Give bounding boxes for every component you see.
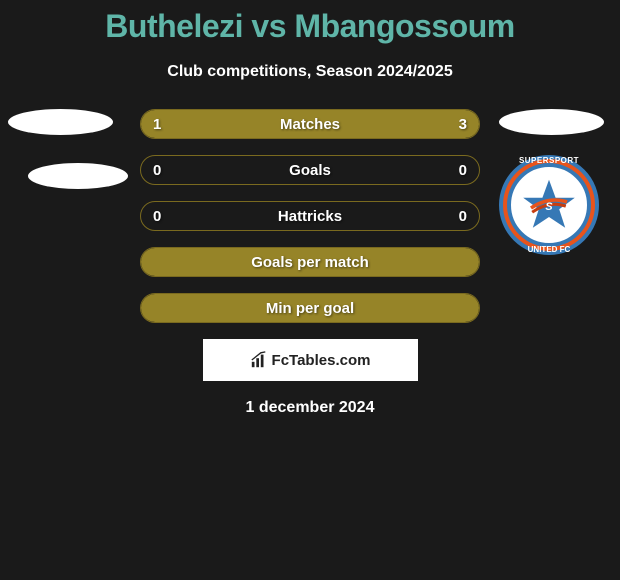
stat-bar-row: 0Goals0 <box>140 155 480 185</box>
date-label: 1 december 2024 <box>0 399 620 417</box>
fctables-attribution: FcTables.com <box>203 339 418 381</box>
stat-bar-row: Min per goal <box>140 293 480 323</box>
stat-bars-container: 1Matches30Goals00Hattricks0Goals per mat… <box>140 109 480 323</box>
badge-star-icon: S <box>511 167 587 243</box>
stat-bar-row: Goals per match <box>140 247 480 277</box>
bar-label: Goals per match <box>141 254 479 271</box>
badge-text-top: SUPERSPORT <box>511 156 587 165</box>
fctables-label: FcTables.com <box>272 352 371 369</box>
bar-label: Goals <box>141 162 479 179</box>
bar-right-value: 3 <box>459 116 467 133</box>
bar-label: Hattricks <box>141 208 479 225</box>
page-title: Buthelezi vs Mbangossoum <box>0 0 620 45</box>
right-player-photo-placeholder <box>499 109 604 135</box>
badge-text-bottom: UNITED FC <box>511 245 587 254</box>
bar-right-value: 0 <box>459 162 467 179</box>
club-badge: SUPERSPORT S UNITED FC <box>499 155 599 255</box>
right-player-placeholder-group: SUPERSPORT S UNITED FC <box>499 109 604 255</box>
bar-label: Matches <box>141 116 479 133</box>
left-player-placeholder-group <box>8 109 128 217</box>
left-player-club-placeholder <box>28 163 128 189</box>
left-player-photo-placeholder <box>8 109 113 135</box>
stat-bar-row: 0Hattricks0 <box>140 201 480 231</box>
page-subtitle: Club competitions, Season 2024/2025 <box>0 63 620 81</box>
bar-right-value: 0 <box>459 208 467 225</box>
bar-label: Min per goal <box>141 300 479 317</box>
svg-text:S: S <box>545 201 553 213</box>
stat-bar-row: 1Matches3 <box>140 109 480 139</box>
comparison-content: 1Matches30Goals00Hattricks0Goals per mat… <box>0 109 620 323</box>
chart-icon <box>250 351 268 369</box>
